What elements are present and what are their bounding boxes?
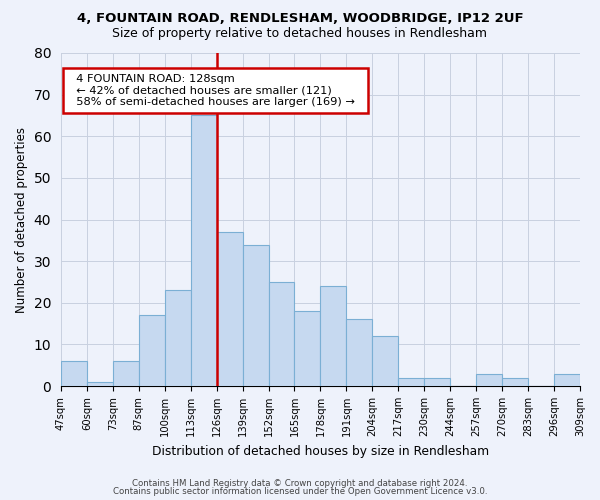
Bar xyxy=(87,382,113,386)
Text: 4 FOUNTAIN ROAD: 128sqm  
  ← 42% of detached houses are smaller (121)  
  58% o: 4 FOUNTAIN ROAD: 128sqm ← 42% of detache… xyxy=(68,74,362,107)
Bar xyxy=(554,374,580,386)
Bar xyxy=(424,378,450,386)
Bar xyxy=(502,378,528,386)
Bar xyxy=(61,361,87,386)
Bar xyxy=(165,290,191,386)
Bar xyxy=(476,374,502,386)
Bar xyxy=(269,282,295,386)
Text: Size of property relative to detached houses in Rendlesham: Size of property relative to detached ho… xyxy=(113,28,487,40)
X-axis label: Distribution of detached houses by size in Rendlesham: Distribution of detached houses by size … xyxy=(152,444,489,458)
Bar xyxy=(320,286,346,386)
Bar xyxy=(242,244,269,386)
Text: Contains public sector information licensed under the Open Government Licence v3: Contains public sector information licen… xyxy=(113,487,487,496)
Bar xyxy=(139,316,165,386)
Bar xyxy=(113,361,139,386)
Bar xyxy=(217,232,242,386)
Bar xyxy=(373,336,398,386)
Y-axis label: Number of detached properties: Number of detached properties xyxy=(15,126,28,312)
Bar xyxy=(295,311,320,386)
Text: 4, FOUNTAIN ROAD, RENDLESHAM, WOODBRIDGE, IP12 2UF: 4, FOUNTAIN ROAD, RENDLESHAM, WOODBRIDGE… xyxy=(77,12,523,26)
Bar xyxy=(191,116,217,386)
Text: Contains HM Land Registry data © Crown copyright and database right 2024.: Contains HM Land Registry data © Crown c… xyxy=(132,478,468,488)
Bar xyxy=(346,320,373,386)
Bar xyxy=(398,378,424,386)
